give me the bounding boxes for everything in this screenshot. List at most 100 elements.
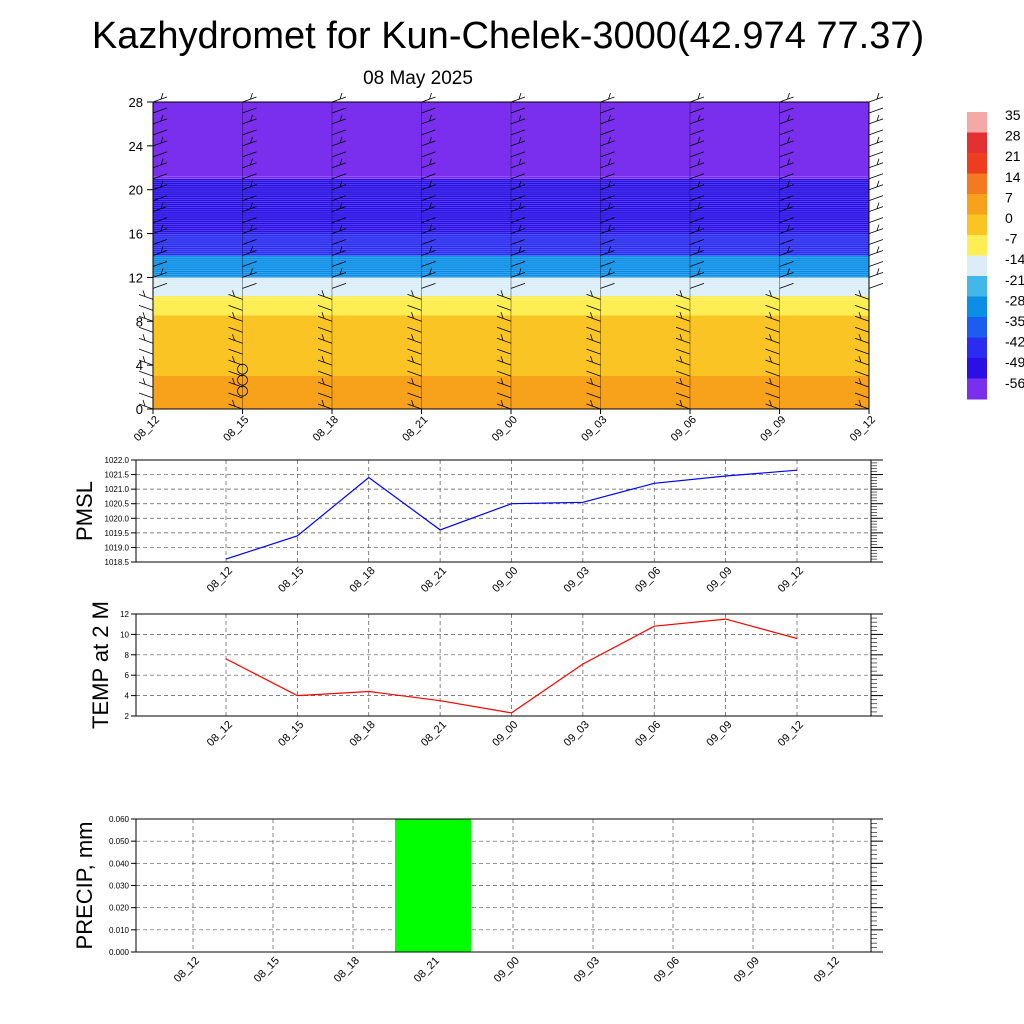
wind-barb [586,381,601,388]
wind-barb-feather [339,114,343,122]
wind-barb [510,107,526,114]
wind-barb-feather [411,290,414,297]
wind-barb [689,195,705,202]
colorbar-swatch [967,378,987,400]
wind-barb-feather [590,290,593,297]
y-tick-label: 4 [125,692,130,701]
wind-barb [510,261,526,267]
wind-barb-feather [608,158,611,165]
wind-barb-feather [411,356,414,363]
wind-barb [779,129,794,136]
wind-barb-feather [518,158,522,165]
wind-barb-feather [160,114,164,122]
y-tick-label: 0.050 [109,837,130,846]
wind-barb-feather [858,290,862,297]
colorbar-swatch [967,276,987,297]
wind-barb-feather [339,202,343,209]
y-tick-label: 0 [136,402,143,417]
wind-barb [600,195,615,202]
wind-barb [868,250,884,256]
wind-barb [689,118,705,125]
wind-barb [138,392,154,399]
wind-barb [228,348,243,355]
wind-barb [138,348,154,355]
wind-barb [242,206,257,213]
wind-barb-feather [608,180,611,187]
wind-barb-feather [858,334,862,341]
wind-barb [868,96,884,103]
y-tick-label: 0.000 [109,948,130,957]
precip-bar [395,819,471,952]
wind-barb [868,151,884,158]
wind-barb [421,228,436,234]
wind-barb [765,359,780,366]
x-tick-label: 08_21 [419,565,449,595]
wind-barb [675,304,691,311]
wind-barb [586,359,601,366]
wind-barb-feather [250,268,253,275]
wind-barb-feather [160,202,164,209]
wind-barb-feather [858,312,862,319]
wind-barb [331,283,347,289]
wind-barb [675,403,691,410]
wind-barb-feather [339,180,343,187]
wind-barb-feather [411,312,414,319]
wind-barb-feather [232,399,235,407]
wind-barb [868,140,884,147]
wind-barb [317,381,333,388]
wind-barb-feather [160,136,164,143]
wind-barb-feather [500,399,504,407]
colorbar-label: 7 [1005,189,1013,205]
wind-barb-feather [321,356,325,363]
chart-title: Kazhydromet for Kun-Chelek-3000(42.974 7… [92,15,924,57]
wind-barb-feather [590,377,593,385]
wind-barb-feather [787,246,790,253]
x-tick-label: 09_12 [812,955,842,985]
wind-barb [331,228,347,234]
wind-barb [317,304,333,311]
wind-barb [510,96,526,103]
wind-barb [600,173,615,180]
wind-barb [510,206,526,213]
x-tick-label: 09_12 [776,719,806,749]
colorbar-label: -7 [1005,231,1018,247]
wind-barb [689,107,705,114]
y-tick-label: 0.030 [109,882,130,891]
wind-barb-feather [411,377,414,385]
wind-barb [600,239,615,245]
wind-barb [317,315,333,322]
wind-barb-feather [876,180,880,187]
wind-barb [779,272,794,278]
wind-barb [779,195,794,202]
wind-barb [779,96,794,103]
wind-barb-feather [160,180,164,187]
x-tick-label: 08_21 [400,414,430,444]
wind-barb [675,370,691,377]
wind-barb [689,250,705,256]
x-tick-label: 08_12 [172,955,202,985]
wind-barb-feather [769,312,772,319]
wind-barb [152,195,168,202]
colorbar-swatch [967,358,987,379]
wind-barb [138,370,154,377]
colorbar-swatch [967,153,987,174]
wind-barb [600,151,615,158]
wind-barb-feather [250,224,253,231]
wind-barb [152,96,168,103]
wind-barb [331,151,347,158]
wind-barb [675,315,691,322]
x-tick-label: 09_12 [776,565,806,595]
wind-barb [510,195,526,202]
wind-barb [331,195,347,202]
wind-barb-feather [250,114,253,122]
x-tick-label: 09_00 [490,414,520,444]
wind-barb [496,403,512,410]
y-tick-label: 1021.5 [105,471,130,480]
y-tick-label: 0.060 [109,815,130,824]
wind-barb [600,261,615,267]
wind-barb-feather [321,334,325,341]
wind-barb [586,403,601,410]
wind-barb [586,293,601,300]
wind-barb-feather [429,92,432,100]
